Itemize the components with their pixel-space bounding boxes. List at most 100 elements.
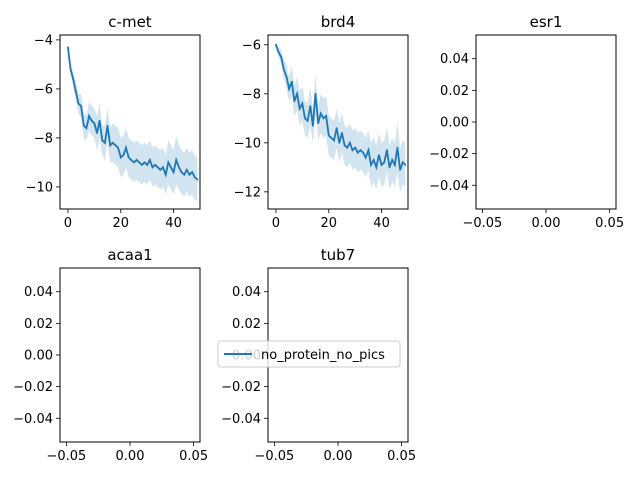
data-point [333, 139, 335, 142]
data-point [117, 146, 119, 149]
x-tick-label: −0.05 [462, 216, 502, 231]
x-tick-label: −0.05 [254, 449, 294, 464]
y-tick-label: −0.04 [429, 179, 469, 194]
axes-frame [267, 34, 409, 210]
x-tick-label: 0 [272, 216, 280, 231]
panel-title: acaa1 [107, 246, 152, 264]
data-point [393, 164, 396, 166]
data-point [277, 51, 280, 54]
data-point [280, 56, 283, 58]
y-tick-label: −6 [34, 82, 53, 97]
x-tick-label: 0.00 [324, 449, 353, 464]
panel-title: c-met [108, 13, 152, 31]
y-tick-label: 0.00 [440, 116, 469, 131]
y-tick-label: 0.02 [232, 317, 261, 332]
y-tick-label: −0.02 [429, 147, 469, 162]
data-point [143, 161, 146, 164]
data-point [386, 149, 388, 152]
y-tick-label: −10 [234, 136, 261, 151]
series-line [67, 47, 199, 181]
data-point [325, 115, 327, 117]
x-tick-label: 40 [165, 216, 182, 231]
data-point [304, 117, 306, 120]
data-point [335, 127, 338, 129]
data-point [396, 146, 399, 149]
y-tick-label: 0.04 [440, 52, 469, 67]
data-point [104, 141, 106, 144]
data-point [282, 68, 285, 71]
data-point [298, 107, 301, 110]
data-point [178, 166, 180, 169]
data-point [401, 161, 404, 164]
data-point [90, 119, 93, 122]
data-point [362, 151, 364, 154]
confidence-band [275, 42, 406, 192]
data-point [127, 156, 130, 159]
x-tick-label: 0.05 [387, 449, 416, 464]
y-tick-label: 0.00 [24, 349, 53, 364]
data-point [275, 43, 277, 46]
data-point [85, 127, 88, 129]
panel-title: brd4 [321, 13, 356, 31]
data-point [306, 119, 309, 122]
data-point [296, 92, 298, 95]
data-point [383, 161, 386, 164]
x-tick-label: 40 [373, 216, 390, 231]
data-point [96, 132, 98, 134]
data-point [351, 149, 354, 152]
data-point [125, 146, 127, 149]
data-point [317, 122, 320, 125]
data-point [135, 159, 138, 161]
x-tick-label: −0.05 [46, 449, 86, 464]
data-point [82, 124, 85, 127]
data-point [391, 159, 394, 161]
y-tick-label: −0.02 [13, 380, 53, 395]
data-point [196, 178, 199, 181]
subplot-esr1: −0.05 0.00 0.05 0.04 0.02 0.00 −0.02 −0.04 esr1 [429, 13, 624, 231]
data-point [154, 164, 157, 166]
subplot-brd4: 0 20 40 −6 −8 −10 −12 brd4 [234, 13, 409, 231]
data-point [122, 154, 125, 157]
data-point [111, 141, 114, 144]
subplot-c-met: 0 20 40 −4 −6 −8 −10 c-met [26, 13, 201, 231]
x-tick-label: 0 [64, 216, 72, 231]
data-point [188, 173, 191, 176]
y-tick-label: −0.04 [13, 412, 53, 427]
data-point [399, 168, 401, 171]
data-point [109, 144, 112, 147]
data-point [77, 102, 80, 105]
data-point [314, 92, 317, 95]
legend: no_protein_no_pics [217, 340, 401, 368]
confidence-band [67, 44, 198, 202]
y-tick-label: −0.02 [221, 380, 261, 395]
data-point [380, 164, 383, 166]
data-point [370, 164, 372, 166]
data-point [346, 146, 349, 149]
data-point [343, 144, 346, 147]
data-point [301, 102, 304, 105]
y-tick-label: −0.04 [221, 412, 261, 427]
data-point [185, 168, 188, 171]
data-point [183, 173, 186, 176]
y-tick-label: −4 [34, 33, 53, 48]
data-point [175, 159, 178, 161]
x-tick-label: 0.05 [179, 449, 208, 464]
data-point [162, 166, 164, 169]
data-point [138, 161, 141, 164]
data-point [74, 90, 77, 93]
data-point [101, 139, 104, 142]
data-point [341, 132, 343, 134]
data-point [288, 88, 290, 90]
data-point [159, 168, 162, 171]
data-point [146, 164, 149, 166]
subplot-acaa1: −0.05 0.00 0.05 0.04 0.02 0.00 −0.02 −0.04 acaa1 [13, 246, 208, 464]
data-point [327, 134, 330, 137]
subplot-grid: 0 20 40 −4 −6 −8 −10 c-met 0 20 40 −6 −8 −10 −12 brd4 −0… [13, 13, 624, 464]
data-point [133, 161, 135, 164]
data-point [69, 68, 72, 71]
data-point [156, 166, 159, 169]
data-point [88, 115, 90, 117]
